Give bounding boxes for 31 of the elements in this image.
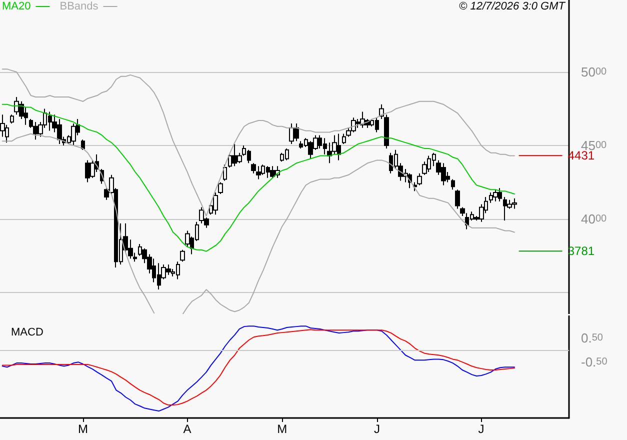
annotation: © 12/7/2026 3:0 GMT [459, 0, 566, 12]
y-tick-label: 0.50 [581, 330, 604, 346]
candlestick [342, 133, 346, 145]
x-tick-label: J [478, 422, 484, 436]
candlestick [256, 166, 261, 180]
legend-label: MA20 [2, 0, 31, 12]
x-tick-label: J [374, 422, 380, 436]
text: MACD [11, 326, 44, 338]
candlestick [455, 189, 460, 210]
candlestick [413, 182, 417, 192]
y-tick-label: 4000 [581, 211, 608, 226]
candlestick [81, 139, 85, 150]
candlestick [251, 162, 256, 174]
candlestick [218, 182, 223, 195]
y-tick-label: -0.50 [581, 354, 608, 370]
x-tick-label: M [78, 422, 88, 436]
line-series [2, 104, 515, 252]
candlestick [384, 114, 389, 149]
candlestick [10, 114, 14, 124]
y-tick-label: 5000 [581, 64, 608, 80]
candlestick [223, 164, 227, 182]
candlestick [71, 122, 76, 146]
legend-label: BBands [60, 0, 99, 12]
candlestick [493, 189, 498, 202]
x-tick-label: M [277, 422, 288, 436]
line-series [2, 68, 515, 217]
candlestick [180, 249, 185, 262]
candlestick [213, 192, 218, 216]
candlestick [417, 172, 422, 186]
x-tick-label: A [183, 422, 192, 436]
candlestick [451, 178, 455, 190]
